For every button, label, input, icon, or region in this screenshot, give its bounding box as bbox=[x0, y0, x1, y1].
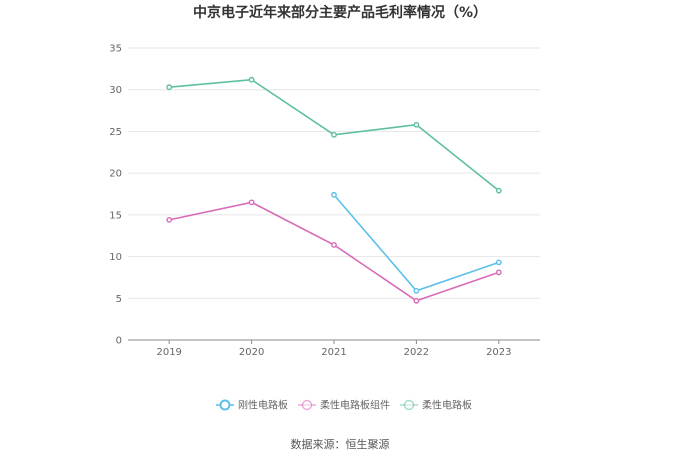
series-line-1 bbox=[169, 201, 500, 302]
y-tick-label: 0 bbox=[116, 336, 122, 347]
y-tick-label: 15 bbox=[109, 210, 122, 221]
data-point bbox=[413, 297, 420, 304]
data-source-note: 数据来源：恒生聚源 bbox=[290, 438, 390, 451]
legend-label: 柔性电路板 bbox=[422, 399, 472, 412]
data-point bbox=[166, 216, 173, 223]
y-tick-label: 35 bbox=[109, 44, 122, 55]
data-point bbox=[248, 76, 255, 83]
series-line-0 bbox=[333, 194, 500, 292]
legend: 刚性电路板 柔性电路板组件 柔性电路板 bbox=[216, 399, 472, 412]
y-axis: 0 5 10 15 20 25 30 35 bbox=[109, 44, 122, 347]
y-tick-label: 20 bbox=[109, 169, 122, 180]
data-point bbox=[495, 269, 502, 276]
data-point bbox=[331, 241, 337, 248]
chart-title: 中京电子近年来部分主要产品毛利率情况（%） bbox=[192, 5, 488, 21]
data-point bbox=[495, 187, 502, 194]
series-lines bbox=[166, 76, 502, 304]
grid-lines bbox=[128, 47, 540, 299]
data-point bbox=[166, 84, 173, 91]
data-point bbox=[331, 131, 337, 138]
x-tick-label: 2019 bbox=[156, 347, 181, 358]
legend-item-2[interactable]: 柔性电路板 bbox=[400, 399, 472, 412]
legend-label: 刚性电路板 bbox=[238, 399, 288, 412]
x-axis: 2019 2020 2021 2022 2023 bbox=[128, 339, 540, 358]
y-tick-label: 30 bbox=[109, 85, 122, 96]
x-tick-label: 2020 bbox=[239, 347, 264, 358]
y-tick-label: 25 bbox=[109, 127, 122, 138]
legend-marker bbox=[219, 399, 231, 411]
x-tick-label: 2021 bbox=[321, 347, 346, 358]
y-tick-label: 5 bbox=[116, 294, 122, 305]
data-point bbox=[331, 191, 337, 198]
x-tick-label: 2023 bbox=[486, 347, 511, 358]
legend-item-0[interactable]: 刚性电路板 bbox=[216, 399, 288, 412]
data-point bbox=[413, 287, 420, 294]
data-point bbox=[495, 259, 502, 266]
data-point bbox=[413, 121, 420, 128]
legend-item-1[interactable]: 柔性电路板组件 bbox=[298, 399, 390, 412]
data-point bbox=[248, 199, 255, 206]
legend-label: 柔性电路板组件 bbox=[320, 399, 390, 412]
y-tick-label: 10 bbox=[109, 252, 122, 263]
x-tick-label: 2022 bbox=[404, 347, 429, 358]
legend-marker bbox=[301, 399, 313, 411]
legend-marker bbox=[403, 399, 415, 411]
